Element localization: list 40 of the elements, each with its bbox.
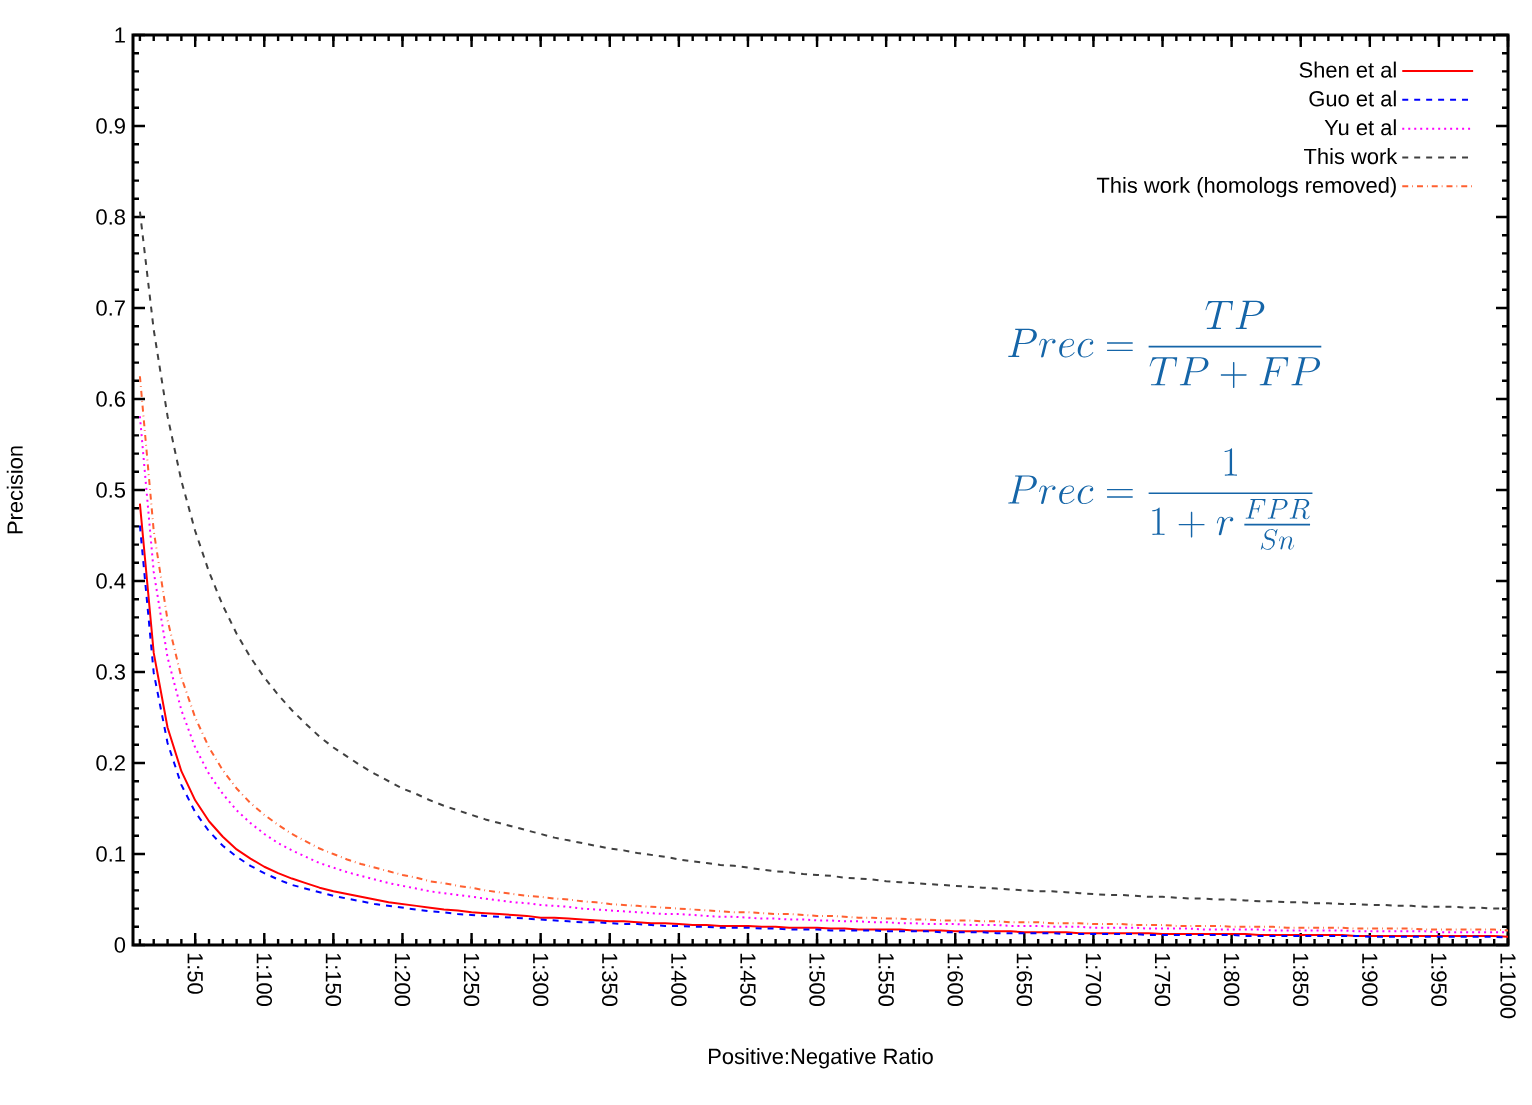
y-tick-label: 0.6	[96, 391, 125, 407]
legend-label: Guo et al	[1309, 90, 1396, 107]
x-tick-label: 1:700	[1085, 953, 1102, 1006]
annotation: $Prec = \frac{TP}{TP + FP}$	[1008, 300, 1322, 388]
x-tick-label: 1:650	[1016, 953, 1033, 1006]
legend-label: This work (homologs removed)	[1096, 176, 1396, 198]
y-tick-label: 0.3	[96, 664, 125, 680]
x-tick-label: 1:300	[532, 953, 549, 1006]
x-tick-label: 1:1000	[1500, 953, 1516, 1019]
annotation: $Prec = \frac{1}{1 + r\,\frac{FPR}{Sn}}$	[1008, 448, 1313, 550]
legend-label: Yu et al	[1324, 119, 1396, 136]
x-axis-title: Positive:Negative Ratio	[709, 1048, 933, 1069]
x-tick-label: 1:950	[1431, 953, 1447, 1006]
legend-label: This work	[1304, 148, 1398, 165]
x-tick-label: 1:800	[1223, 953, 1240, 1006]
y-tick-label: 0.8	[96, 209, 125, 225]
x-tick-label: 1:550	[878, 953, 894, 1006]
legend-label: Shen et al	[1299, 61, 1396, 78]
y-axis-title: Precision	[6, 446, 23, 534]
y-tick-label: 0.4	[96, 573, 126, 589]
y-tick-label: 0.7	[96, 300, 125, 316]
x-tick-label: 1:750	[1154, 953, 1171, 1006]
x-tick-label: 1:250	[463, 953, 480, 1006]
x-tick-label: 1:350	[602, 953, 618, 1006]
x-tick-label: 1:150	[325, 953, 342, 1006]
y-tick-label: 1	[115, 27, 125, 43]
y-tick-label: 0.1	[96, 846, 125, 862]
x-tick-label: 1:900	[1362, 953, 1378, 1006]
x-tick-label: 1:600	[947, 953, 963, 1006]
x-tick-label: 1:200	[394, 953, 411, 1006]
x-tick-label: 1:850	[1292, 953, 1309, 1006]
y-tick-label: 0.9	[96, 118, 125, 134]
x-tick-label: 1:100	[256, 953, 273, 1006]
x-tick-label: 1:500	[809, 953, 825, 1006]
y-tick-label: 0	[114, 937, 126, 953]
x-tick-label: 1:400	[671, 953, 687, 1006]
x-tick-label: 1:450	[740, 953, 756, 1006]
x-tick-label: 1:50	[187, 953, 203, 994]
y-tick-label: 0.5	[96, 482, 126, 498]
y-tick-label: 0.2	[96, 755, 125, 771]
